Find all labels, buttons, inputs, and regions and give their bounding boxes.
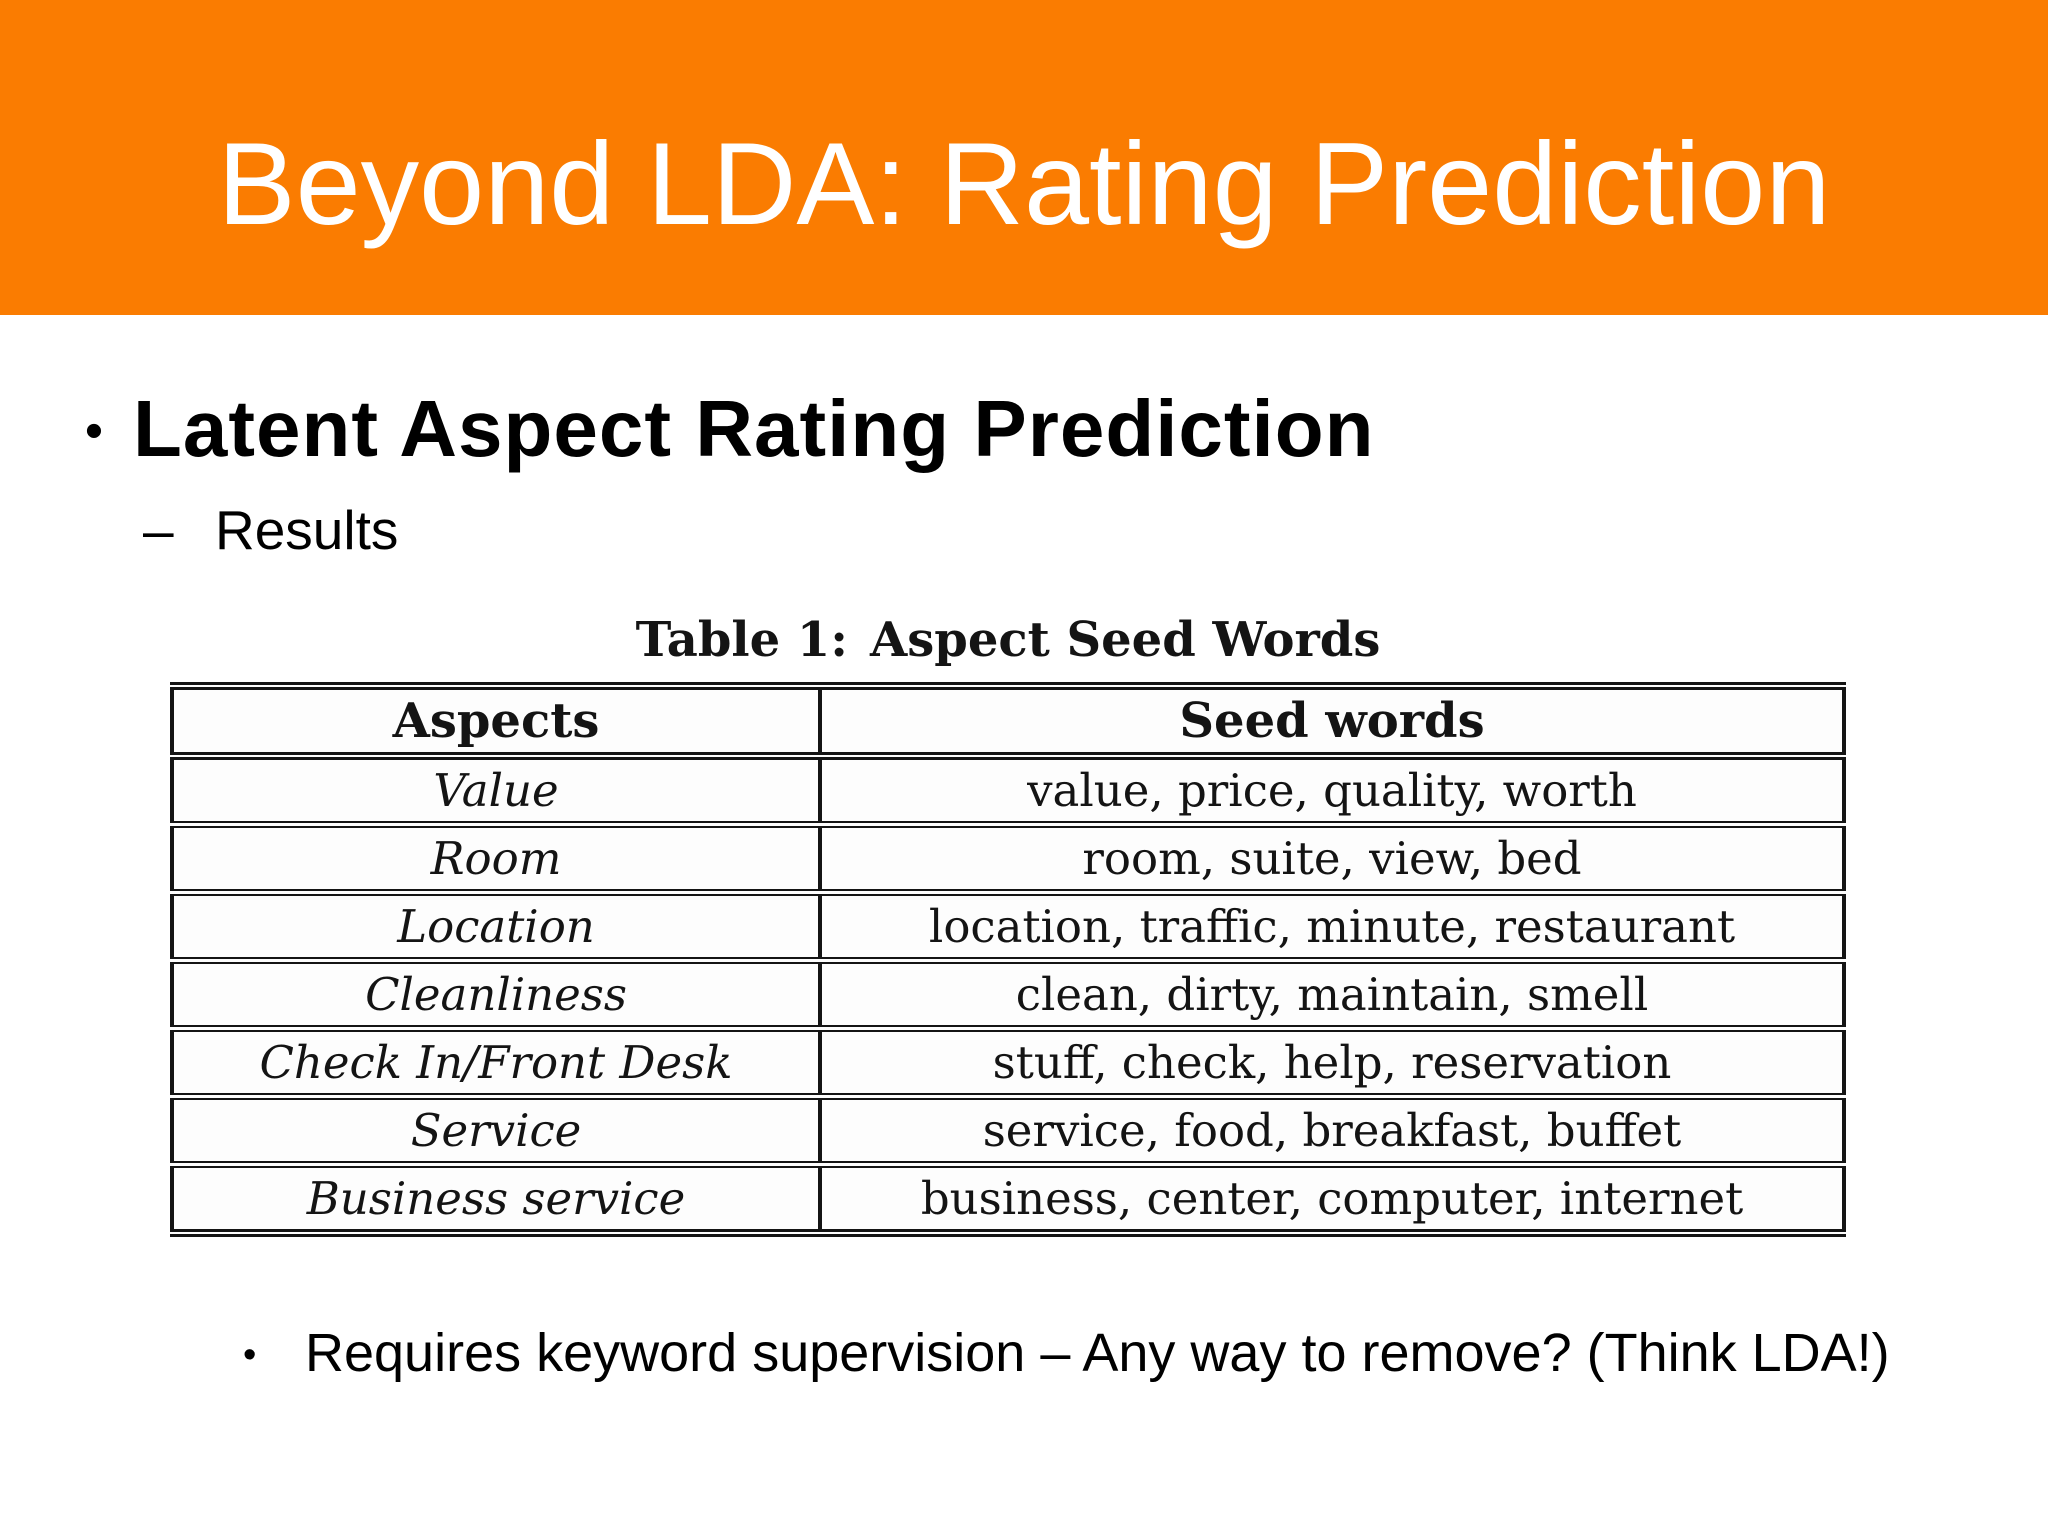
bullet-dot-icon: • [243,1334,257,1376]
bullet-dot-icon: • [84,402,104,460]
seed-words-cell: value, price, quality, worth [820,756,1844,828]
sub-bullet-results-label: Results [215,499,399,561]
table-row: Cleanliness clean, dirty, maintain, smell [172,960,1844,1032]
seed-words-cell: location, traffic, minute, restaurant [820,892,1844,964]
title-banner: Beyond LDA: Rating Prediction [0,0,2048,315]
aspect-cell: Check In/Front Desk [172,1028,822,1100]
slide-title: Beyond LDA: Rating Prediction [217,118,1831,249]
aspect-cell: Value [172,756,822,828]
aspect-cell: Service [172,1096,822,1168]
column-header-seed-words: Seed words [820,686,1844,760]
aspect-cell: Business service [172,1164,822,1237]
table-header-row: Aspects Seed words [172,686,1844,760]
bullet-requires-supervision: • Requires keyword supervision – Any way… [243,1322,1890,1384]
table-row: Service service, food, breakfast, buffet [172,1096,1844,1168]
table-caption: Table 1: Aspect Seed Words [170,612,1846,668]
aspect-cell: Cleanliness [172,960,822,1032]
table-body: Value value, price, quality, worth Room roo… [172,756,1844,1237]
table-row: Value value, price, quality, worth [172,756,1844,828]
seed-words-cell: room, suite, view, bed [820,824,1844,896]
sub-bullet-results: – Results [143,498,398,562]
aspect-seed-words-figure: Table 1: Aspect Seed Words Aspects Seed w… [170,612,1846,1237]
bullet-requires-supervision-label: Requires keyword supervision – Any way t… [305,1323,1890,1383]
seed-words-cell: clean, dirty, maintain, smell [820,960,1844,1032]
seed-words-cell: service, food, breakfast, buffet [820,1096,1844,1168]
table-row: Room room, suite, view, bed [172,824,1844,896]
table-row: Location location, traffic, minute, resta… [172,892,1844,964]
dash-marker-icon: – [143,499,174,561]
aspect-cell: Room [172,824,822,896]
aspect-cell: Location [172,892,822,964]
bullet-latent-aspect-label: Latent Aspect Rating Prediction [133,384,1375,473]
table-row: Business service business, center, comput… [172,1164,1844,1237]
bullet-latent-aspect: • Latent Aspect Rating Prediction [55,383,1375,475]
seed-words-table: Aspects Seed words Value value, price, qu… [170,682,1846,1237]
table-caption-label: Table 1: [635,612,848,668]
column-header-aspects: Aspects [172,686,822,760]
seed-words-cell: stuff, check, help, reservation [820,1028,1844,1100]
table-caption-text: Aspect Seed Words [870,612,1381,668]
seed-words-cell: business, center, computer, internet [820,1164,1844,1237]
table-row: Check In/Front Desk stuff, check, help, r… [172,1028,1844,1100]
